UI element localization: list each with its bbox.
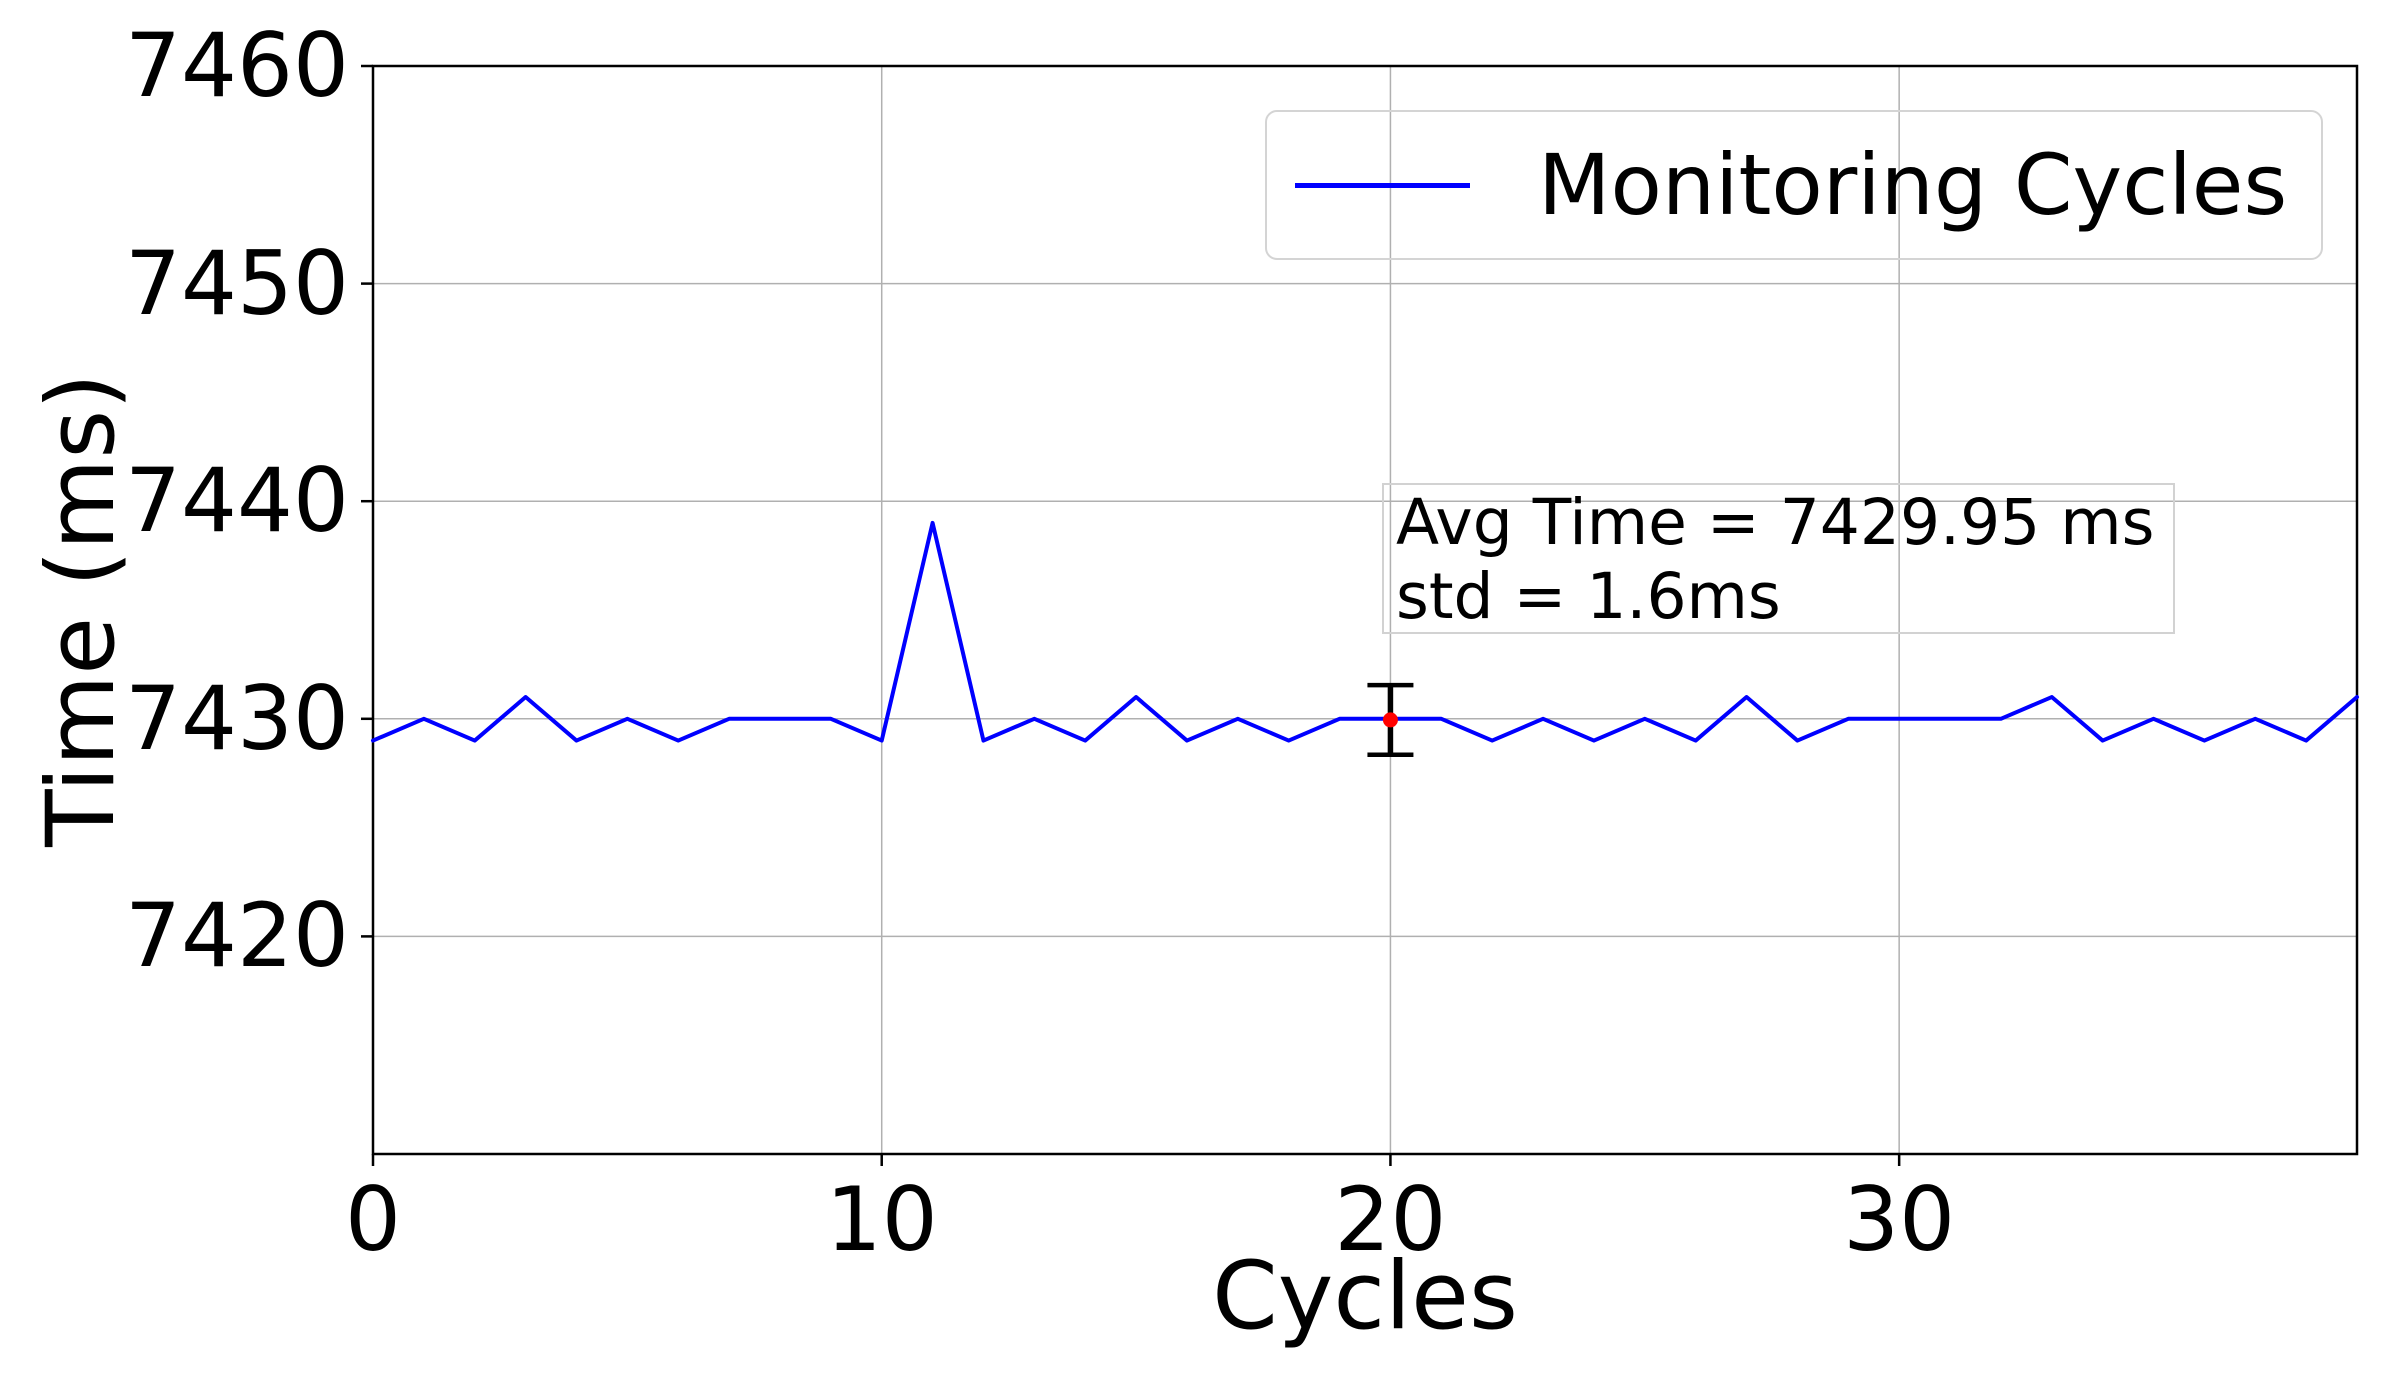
x-axis-label: Cycles (1212, 1242, 1518, 1351)
mean-point (1382, 712, 1398, 728)
data-line (371, 520, 2359, 743)
legend-line-sample (1295, 182, 1470, 188)
x-tick-label: 30 (1843, 1168, 1956, 1271)
y-axis-label: Time (ms) (27, 373, 136, 847)
y-tick-label: 7430 (125, 666, 349, 770)
x-tick-label: 20 (1334, 1168, 1447, 1271)
y-tick-label: 7440 (125, 449, 349, 553)
legend-label: Monitoring Cycles (1538, 136, 2288, 234)
stats-annotation: Avg Time = 7429.95 ms std = 1.6ms (1382, 483, 2175, 634)
x-tick-label: 10 (825, 1168, 938, 1271)
annotation-avg-line: Avg Time = 7429.95 ms (1396, 486, 2155, 559)
x-tick-label: 0 (345, 1168, 401, 1271)
y-tick-label: 7460 (125, 14, 349, 117)
y-tick-label: 7450 (125, 231, 349, 335)
annotation-std-line: std = 1.6ms (1396, 560, 1781, 633)
legend: Monitoring Cycles (1265, 110, 2323, 260)
y-tick-label: 7420 (125, 884, 349, 988)
plot-border (371, 64, 2359, 1156)
